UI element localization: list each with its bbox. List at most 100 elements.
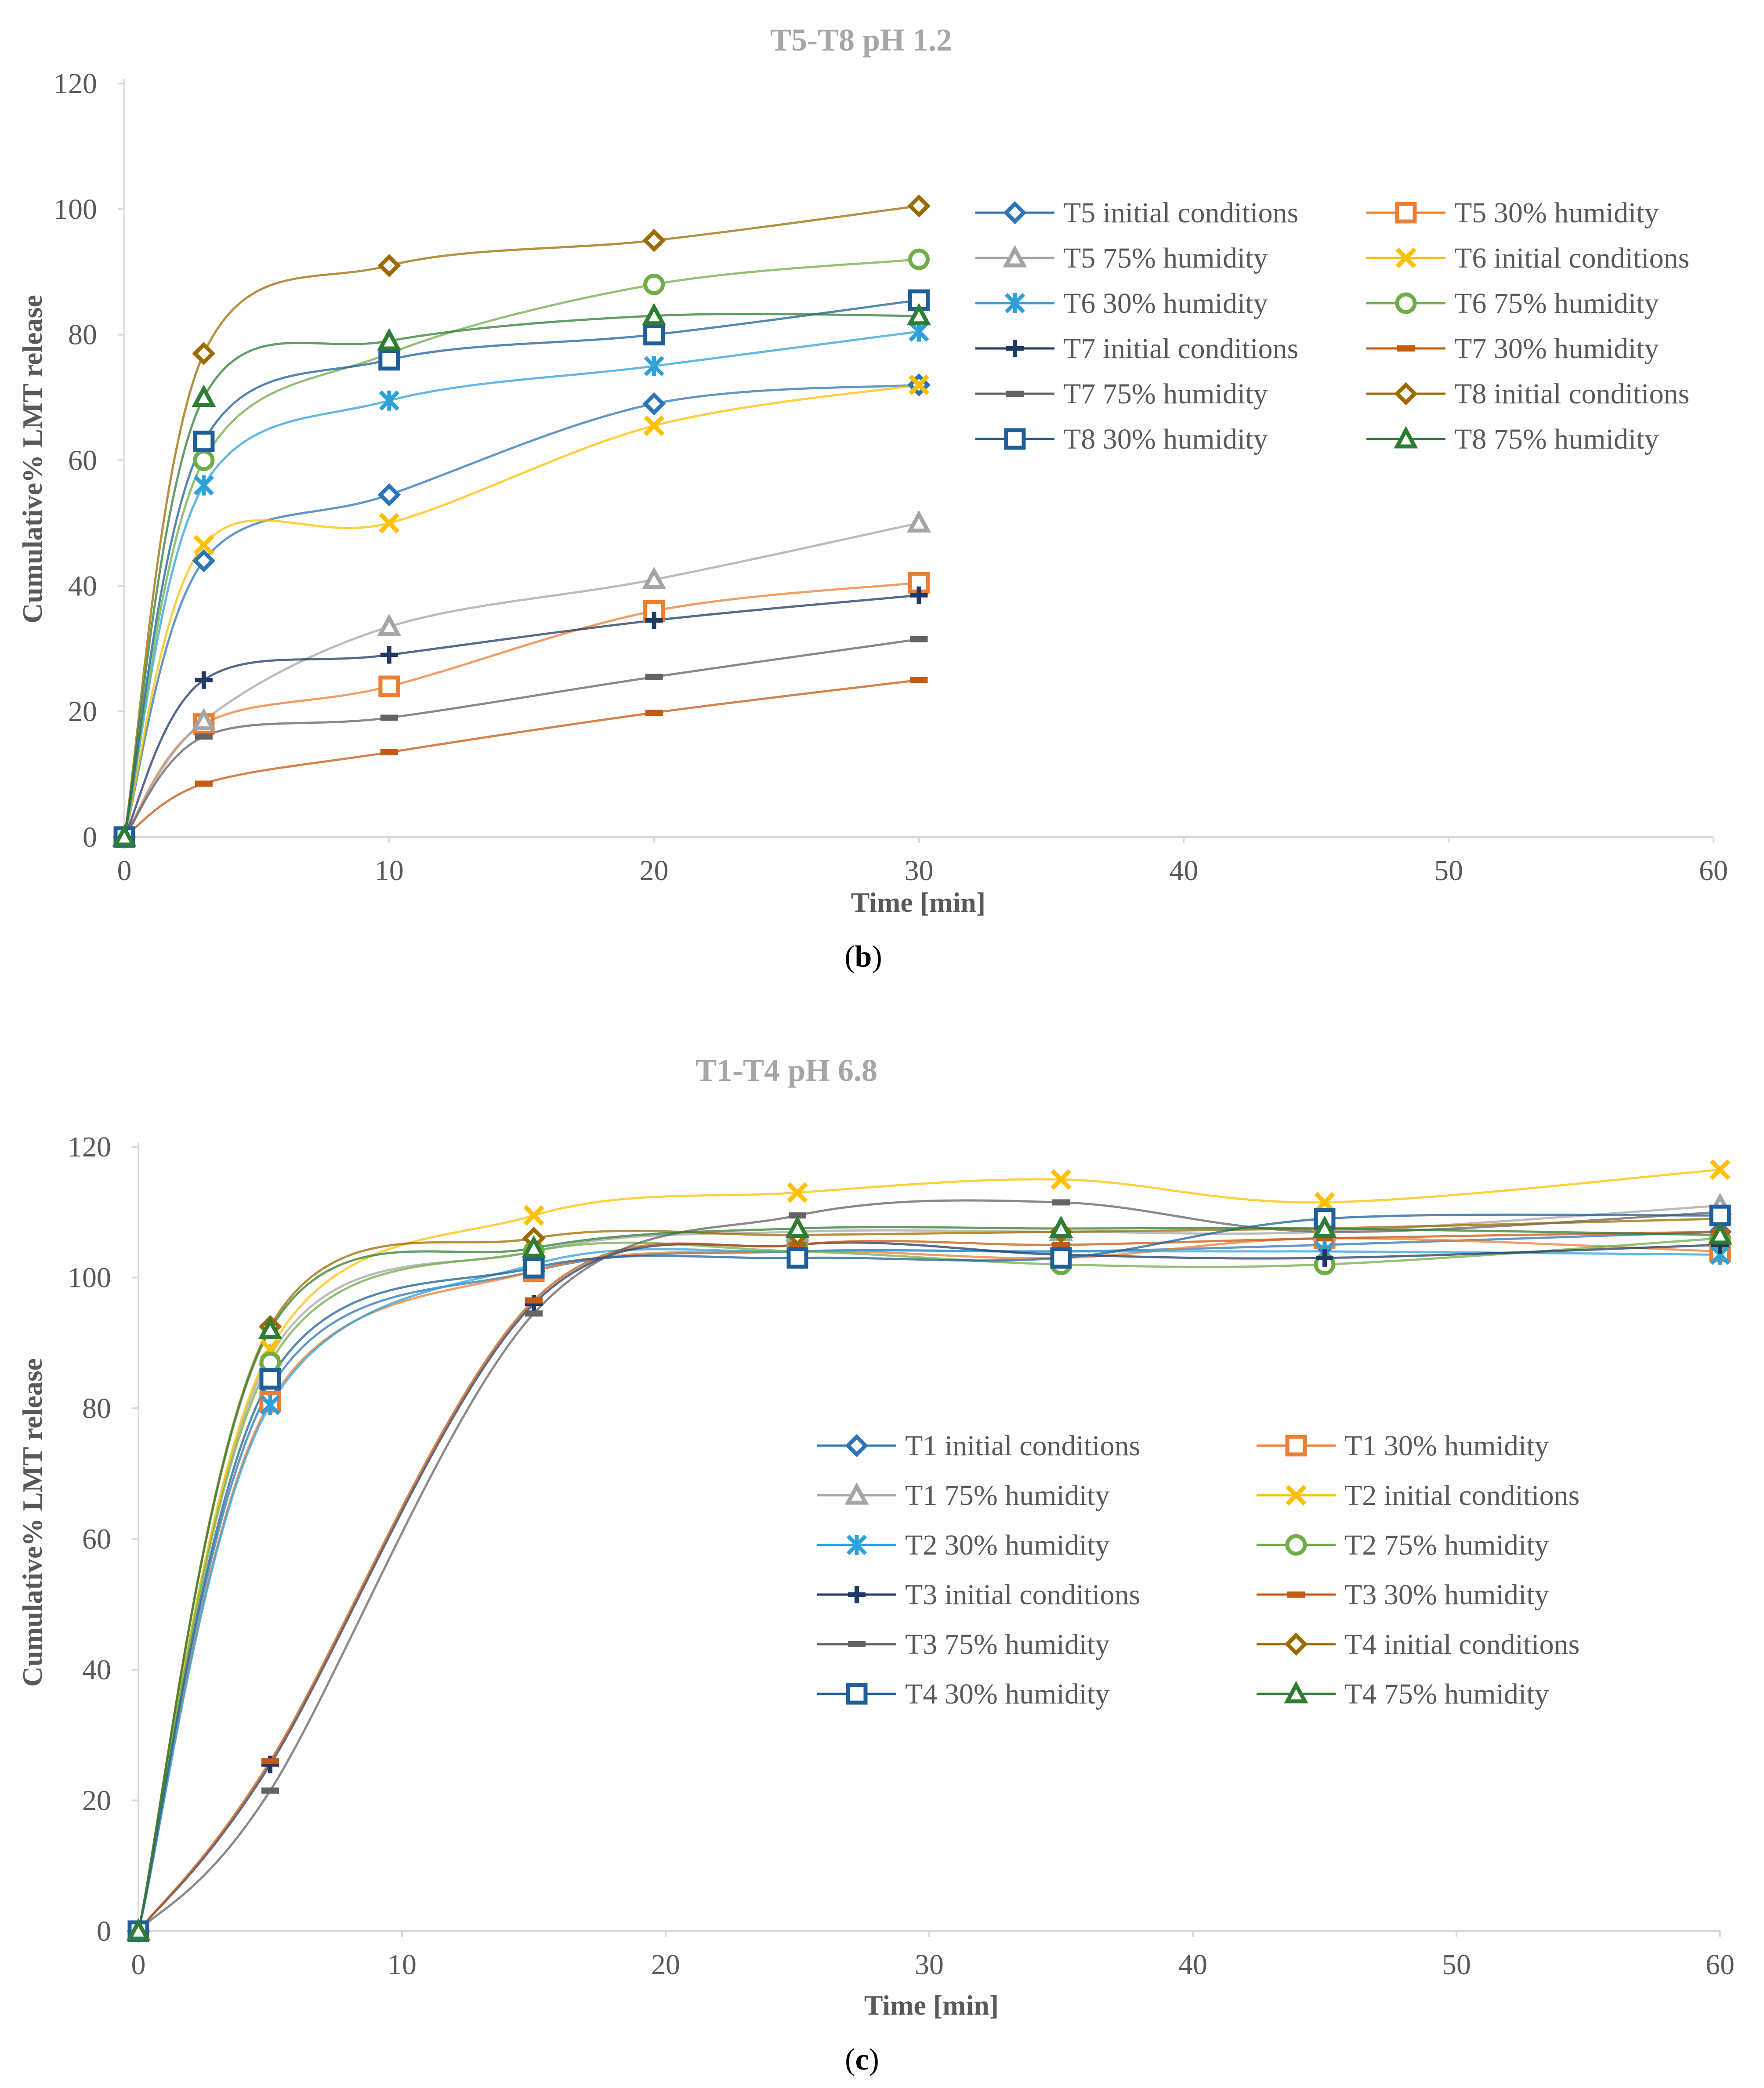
legend-label: T6 30% humidity [1063,287,1268,319]
legend-marker [846,1534,867,1555]
x-tick-label: 40 [1178,1949,1207,1981]
y-tick-label: 100 [54,193,97,225]
legend-marker [848,1586,866,1603]
data-point [906,510,931,533]
data-point [522,1235,546,1258]
data-point [1709,1204,1731,1226]
legend-label: T7 30% humidity [1454,333,1659,365]
x-tick-label: 0 [131,1949,146,1981]
data-point [910,586,928,604]
legend-item: T5 75% humidity [975,242,1268,274]
legend-item: T3 initial conditions [817,1579,1140,1611]
legend-label: T3 initial conditions [905,1579,1140,1611]
data-point [644,415,665,436]
legend-marker [1395,292,1417,314]
legend-label: T4 75% humidity [1344,1678,1549,1710]
legend-marker [845,1434,869,1457]
legend-item: T4 75% humidity [1257,1678,1549,1710]
chart-title: T5-T8 pH 1.2 [770,22,952,58]
data-point [907,194,931,218]
data-point [906,303,931,326]
legend-marker [1285,1435,1307,1457]
x-tick-label: 10 [375,855,404,887]
data-point [910,677,928,683]
x-tick-label: 0 [117,855,132,887]
x-tick-label: 20 [651,1949,680,1981]
legend-item: T4 30% humidity [817,1678,1110,1710]
y-tick-label: 0 [97,1915,111,1947]
legend-marker [1004,293,1025,314]
legend-marker [1003,245,1027,268]
legend-label: T4 30% humidity [905,1678,1110,1710]
legend-label: T3 30% humidity [1344,1579,1549,1611]
data-point [523,1257,545,1279]
x-tick-label: 30 [905,855,934,887]
data-point [195,671,213,689]
data-point [192,342,216,365]
data-point [192,708,216,731]
legend-item: T1 75% humidity [817,1479,1110,1512]
series-line [123,522,920,838]
data-point [1052,1199,1070,1206]
series-line [137,1204,1721,1932]
legend-item: T4 initial conditions [1257,1628,1579,1660]
series-line [137,1248,1721,1932]
legend-item: T8 30% humidity [975,423,1268,455]
data-point [1049,1215,1073,1238]
legend-label: T4 initial conditions [1344,1628,1579,1660]
series-line [137,1218,1721,1932]
y-tick-label: 100 [68,1262,111,1294]
y-tick-label: 60 [68,445,97,477]
series-line [123,313,919,837]
data-point [787,1182,808,1203]
data-point [378,675,400,697]
legend-label: T8 initial conditions [1454,378,1689,410]
legend-label: T5 75% humidity [1063,242,1268,274]
data-point [910,636,928,642]
panel-label-b: (b) [844,940,882,974]
legend-item: T8 75% humidity [1366,423,1659,455]
legend-label: T2 75% humidity [1344,1529,1549,1561]
data-point [786,1247,808,1269]
x-tick-label: 10 [388,1949,417,1981]
data-point [377,328,402,351]
data-point [645,674,663,680]
data-point [1050,1247,1072,1269]
legend-marker [1397,345,1415,352]
data-point [1050,1169,1072,1190]
data-point [380,749,398,756]
data-point [192,549,216,573]
legend-marker [846,1683,868,1705]
data-point [261,1787,279,1794]
legend-label: T1 30% humidity [1344,1430,1549,1462]
legend-item: T5 initial conditions [975,197,1298,229]
data-point [525,1297,543,1304]
legend-label: T1 initial conditions [905,1430,1140,1462]
chart-title: T1-T4 pH 6.8 [695,1053,877,1088]
y-tick-label: 40 [68,570,97,602]
legend-marker [1394,426,1418,449]
y-tick-label: 40 [82,1654,111,1686]
data-point [789,1212,806,1219]
chart-panel-c: T1-T4 pH 6.8 Cumulative% LMT release Tim… [17,1053,1735,2021]
data-point [259,1368,281,1390]
legend-marker [1395,247,1416,268]
x-tick-label: 60 [1699,855,1728,887]
data-point [261,1758,279,1765]
data-point [260,1395,281,1415]
legend-marker [1004,428,1026,450]
data-point [258,1317,283,1339]
data-point [643,273,665,295]
y-tick-label: 120 [54,68,97,100]
legend-item: T6 75% humidity [1366,287,1659,319]
legend-item: T3 30% humidity [1257,1579,1549,1611]
legend-marker [1286,1485,1307,1506]
x-tick-label: 60 [1706,1949,1735,1981]
legend-label: T8 30% humidity [1063,423,1268,455]
series-line [123,679,919,838]
legend-label: T7 75% humidity [1063,378,1268,410]
data-point [378,349,400,371]
y-tick-label: 60 [82,1523,111,1555]
legend-item: T2 initial conditions [1257,1479,1579,1512]
